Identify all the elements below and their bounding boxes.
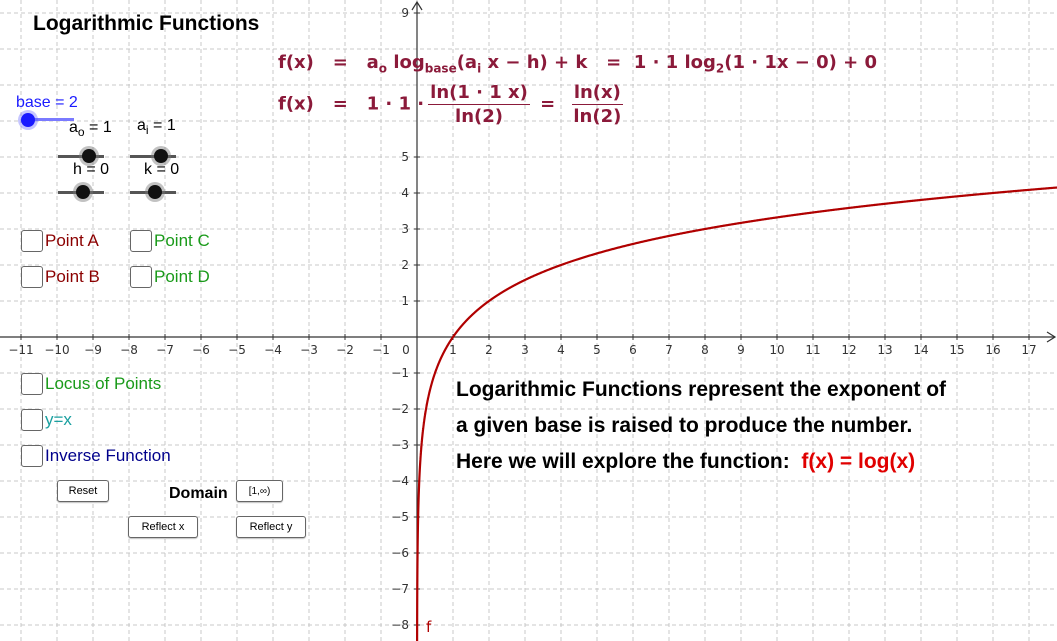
- point-c-checkbox[interactable]: Point C: [130, 230, 210, 252]
- x-tick-label: −11: [8, 343, 33, 357]
- x-tick-label: 1: [449, 343, 457, 357]
- point-d-label: Point D: [154, 267, 210, 286]
- description-line-2: a given base is raised to produce the nu…: [456, 414, 913, 437]
- formula-lhs: f(x): [278, 52, 314, 73]
- x-tick-label: 7: [665, 343, 673, 357]
- function-expression: f(x) = log(x): [801, 450, 916, 473]
- locus-label: Locus of Points: [45, 374, 162, 393]
- ai-slider-track[interactable]: [130, 155, 176, 158]
- x-tick-label: −6: [192, 343, 210, 357]
- x-tick-label: −2: [336, 343, 354, 357]
- x-tick-label: −10: [44, 343, 69, 357]
- inverse-label: Inverse Function: [45, 446, 171, 465]
- y-tick-label: 4: [401, 186, 409, 200]
- h-slider-knob[interactable]: [76, 185, 90, 199]
- checkbox-box[interactable]: [21, 373, 43, 395]
- x-tick-label: 5: [593, 343, 601, 357]
- checkbox-box[interactable]: [21, 409, 43, 431]
- reflect-x-button[interactable]: Reflect x: [128, 516, 198, 538]
- x-tick-label: 8: [701, 343, 709, 357]
- ao-slider-knob[interactable]: [82, 149, 96, 163]
- x-tick-label: −3: [300, 343, 318, 357]
- evaluated-formula: f(x) = 1 · 1 · ln(1 · 1 x) ln(2) = ln(x) ln…: [278, 82, 623, 127]
- h-slider-label: h = 0: [73, 161, 110, 178]
- x-tick-label: 12: [841, 343, 856, 357]
- inverse-checkbox[interactable]: Inverse Function: [21, 445, 171, 467]
- x-tick-label: 9: [737, 343, 745, 357]
- x-tick-label: −7: [156, 343, 174, 357]
- y-tick-label: 3: [401, 222, 409, 236]
- x-tick-label: 15: [949, 343, 964, 357]
- point-b-label: Point B: [45, 267, 100, 286]
- x-tick-label: 11: [805, 343, 820, 357]
- reflect-y-button[interactable]: Reflect y: [236, 516, 306, 538]
- x-tick-label: 13: [877, 343, 892, 357]
- y-tick-label: −5: [391, 510, 409, 524]
- x-tick-label: 6: [629, 343, 637, 357]
- domain-label: Domain: [169, 485, 228, 502]
- ai-slider-label: ai = 1: [137, 117, 176, 138]
- general-formula: f(x) = ao logbase(ai x − h) + k = 1 · 1 …: [278, 52, 878, 76]
- point-d-checkbox[interactable]: Point D: [130, 266, 210, 288]
- point-a-label: Point A: [45, 231, 99, 250]
- domain-button[interactable]: [1,∞): [236, 480, 283, 502]
- x-tick-label: −1: [372, 343, 390, 357]
- k-slider-label: k = 0: [144, 161, 180, 178]
- x-tick-label: 17: [1021, 343, 1036, 357]
- y-tick-label: −7: [391, 582, 409, 596]
- x-tick-label: 14: [913, 343, 928, 357]
- y-tick-label: −6: [391, 546, 409, 560]
- y-tick-label: −2: [391, 402, 409, 416]
- checkbox-box[interactable]: [21, 445, 43, 467]
- function-label: f: [426, 618, 432, 636]
- y-tick-label: −3: [391, 438, 409, 452]
- base-slider-knob[interactable]: [21, 113, 35, 127]
- point-c-label: Point C: [154, 231, 210, 250]
- x-tick-label: 10: [769, 343, 784, 357]
- log-function-curve[interactable]: [416, 186, 1057, 641]
- page-title: Logarithmic Functions: [33, 12, 260, 35]
- fraction-2: ln(x) ln(2): [571, 82, 623, 127]
- ao-slider-label: ao = 1: [69, 119, 112, 140]
- y-tick-label: 1: [401, 294, 409, 308]
- x-tick-label: −8: [120, 343, 138, 357]
- y-tick-label: 2: [401, 258, 409, 272]
- locus-checkbox[interactable]: Locus of Points: [21, 373, 161, 395]
- y-tick-label: 5: [401, 150, 409, 164]
- ai-slider-knob[interactable]: [154, 149, 168, 163]
- base-slider-label: base = 2: [16, 94, 78, 111]
- k-slider-knob[interactable]: [148, 185, 162, 199]
- checkbox-box[interactable]: [130, 230, 152, 252]
- description-line-1: Logarithmic Functions represent the expo…: [456, 378, 947, 401]
- x-tick-label: −9: [84, 343, 102, 357]
- ao-slider-track[interactable]: [58, 155, 104, 158]
- checkbox-box[interactable]: [130, 266, 152, 288]
- y-tick-label: −1: [391, 366, 409, 380]
- x-tick-label: −5: [228, 343, 246, 357]
- yx-checkbox[interactable]: y=x: [21, 409, 72, 431]
- x-tick-label: 4: [557, 343, 565, 357]
- x-tick-label: 16: [985, 343, 1000, 357]
- point-a-checkbox[interactable]: Point A: [21, 230, 99, 252]
- checkbox-box[interactable]: [21, 230, 43, 252]
- x-tick-label: 0: [402, 343, 410, 357]
- base-slider-track[interactable]: [28, 118, 74, 121]
- checkbox-box[interactable]: [21, 266, 43, 288]
- y-tick-label: 9: [401, 6, 409, 20]
- equals-sign: =: [332, 52, 348, 73]
- tick-labels: −11 −10 −9 −8 −7 −6 −5 −4 −3 −2 −1 0 1 2 3 4 5 6 7 8 9 10 11 12…: [8, 6, 1036, 632]
- x-tick-label: 3: [521, 343, 529, 357]
- description-line-3: Here we will explore the function: f(x) …: [456, 450, 916, 473]
- y-tick-label: −8: [391, 618, 409, 632]
- x-tick-label: −4: [264, 343, 282, 357]
- y-tick-label: −4: [391, 474, 409, 488]
- yx-label: y=x: [45, 410, 72, 429]
- point-b-checkbox[interactable]: Point B: [21, 266, 100, 288]
- fraction-1: ln(1 · 1 x) ln(2): [428, 82, 530, 127]
- x-tick-label: 2: [485, 343, 493, 357]
- reset-button[interactable]: Reset: [57, 480, 109, 502]
